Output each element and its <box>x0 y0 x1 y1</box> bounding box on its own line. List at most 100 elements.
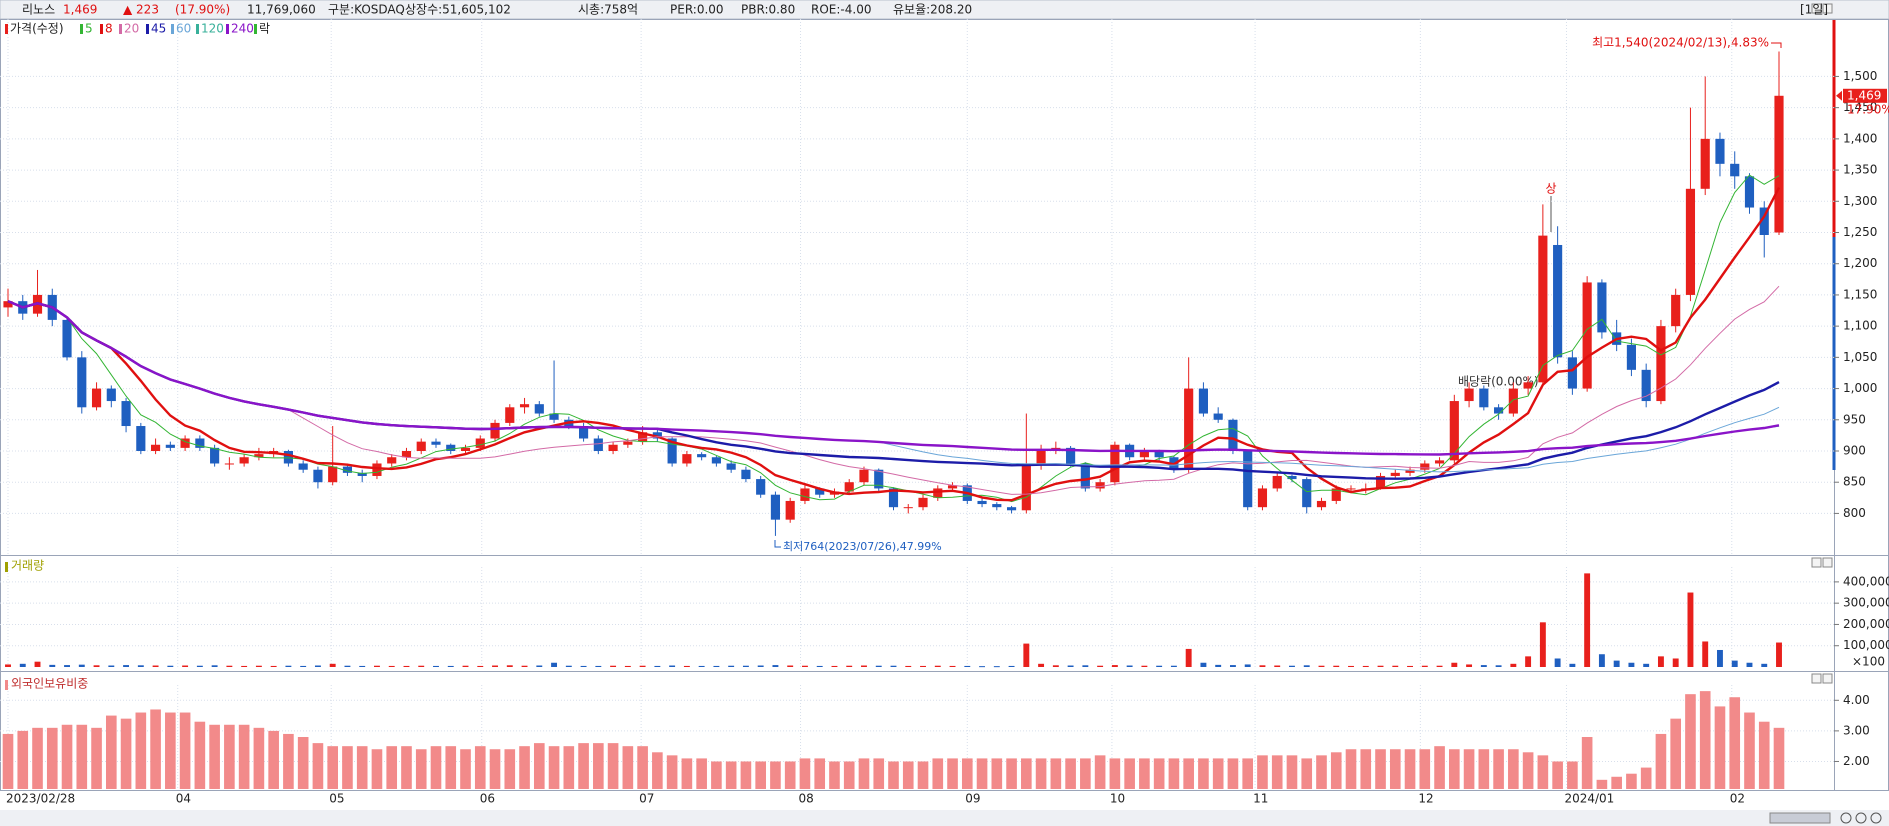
bar <box>1156 665 1163 667</box>
bar <box>1451 662 1458 667</box>
bar <box>1480 665 1487 667</box>
bar <box>652 752 663 789</box>
x-tick-label: 09 <box>965 792 980 806</box>
bar <box>1318 665 1325 667</box>
header-change: ▲ 223 <box>123 3 159 17</box>
bar <box>846 665 853 667</box>
bar <box>418 665 425 667</box>
y-tick-label: 1,500 <box>1843 69 1877 83</box>
bar <box>1421 665 1428 667</box>
candle-body <box>859 469 869 483</box>
bar <box>135 712 147 789</box>
bar <box>1301 758 1313 789</box>
bar <box>1200 662 1207 667</box>
bar <box>890 665 897 667</box>
bar <box>462 665 469 667</box>
ex-dividend-annotation: 배당락(0.00%) <box>1458 375 1539 389</box>
candle-body <box>1184 388 1194 470</box>
legend-swatch <box>226 24 229 34</box>
bar <box>314 665 321 667</box>
x-tick-label: 08 <box>799 792 814 806</box>
button[interactable] <box>1822 557 1833 568</box>
bar <box>1215 664 1222 667</box>
bar <box>1628 662 1635 667</box>
bar <box>740 761 752 789</box>
zoom-out[interactable] <box>1855 812 1867 824</box>
legend-swatch <box>5 24 8 34</box>
bar <box>238 724 250 789</box>
header-volume: 11,769,060 <box>247 3 316 17</box>
bar <box>1067 665 1074 667</box>
zoom-in[interactable] <box>1840 812 1852 824</box>
bar <box>1316 755 1327 789</box>
bar <box>1746 662 1753 667</box>
candle-body <box>756 479 766 495</box>
bar <box>152 665 159 667</box>
x-tick-label: 11 <box>1253 792 1268 806</box>
bar <box>1626 773 1637 789</box>
bar <box>993 666 1000 668</box>
bar <box>875 665 882 667</box>
bar <box>1274 665 1281 667</box>
button[interactable] <box>1811 673 1822 684</box>
bar <box>34 661 41 667</box>
limit-up-marker: 상 <box>1545 182 1556 196</box>
high-annotation: 최고1,540(2024/02/13),4.83% <box>1592 36 1769 50</box>
bar <box>1508 749 1519 789</box>
candle-body <box>505 407 515 423</box>
candle-body <box>1257 488 1268 508</box>
bar <box>947 758 958 789</box>
bar <box>123 665 130 667</box>
bar <box>1552 761 1563 789</box>
candle-body <box>1375 475 1386 489</box>
bar <box>801 665 808 667</box>
bar <box>1360 749 1372 789</box>
candle-body <box>151 444 161 451</box>
bar <box>1744 712 1755 789</box>
bar <box>1419 749 1431 789</box>
bar <box>1702 641 1709 667</box>
candle-body <box>1080 463 1090 489</box>
legend-swatch <box>119 24 122 34</box>
bar <box>654 665 661 667</box>
bar <box>386 746 398 789</box>
candle-body <box>1006 507 1017 511</box>
candle-body <box>1287 475 1297 480</box>
bar <box>1567 761 1578 789</box>
bar <box>374 665 380 667</box>
legend-title: 가격(수정) <box>10 22 64 36</box>
zoom-reset[interactable] <box>1870 812 1882 824</box>
bar <box>105 715 117 789</box>
candle-body <box>844 482 854 492</box>
bar <box>403 665 410 667</box>
candle-body <box>1390 472 1400 476</box>
bar <box>979 666 986 668</box>
scroll-thumb[interactable] <box>1769 812 1831 824</box>
bar <box>1170 665 1177 667</box>
candle-body <box>770 494 781 520</box>
last-price-pointer <box>1836 90 1842 101</box>
bar <box>578 743 589 789</box>
bar <box>415 749 427 789</box>
x-tick-label: 06 <box>480 792 495 806</box>
bar <box>1111 665 1118 667</box>
bar <box>755 761 766 789</box>
button[interactable] <box>1811 3 1822 14</box>
button[interactable] <box>1811 557 1822 568</box>
candle-body <box>1567 357 1577 389</box>
bar <box>831 665 838 667</box>
button[interactable] <box>1822 673 1833 684</box>
bar <box>285 665 292 667</box>
candle-body <box>1316 500 1327 508</box>
button[interactable] <box>1822 3 1833 14</box>
bar <box>711 761 722 789</box>
bar <box>1141 665 1148 667</box>
candle-body <box>460 447 471 451</box>
candle-body <box>1434 460 1445 464</box>
bar <box>1362 665 1369 667</box>
bar <box>1050 758 1062 789</box>
legend-swatch <box>100 24 103 34</box>
bar <box>1525 656 1532 667</box>
bar <box>1687 592 1694 667</box>
